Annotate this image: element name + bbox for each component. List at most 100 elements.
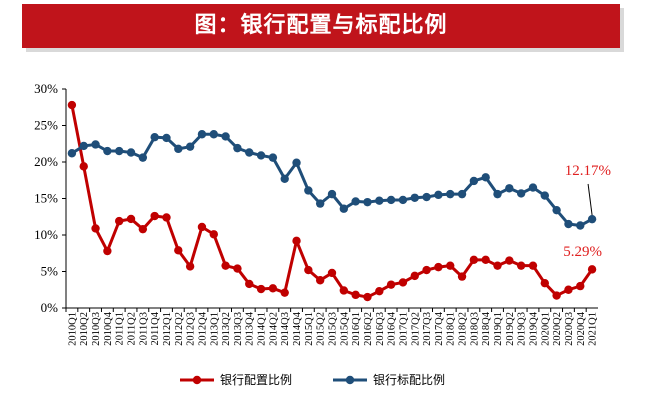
data-point-standard [422,192,431,202]
data-point-alloc [516,261,526,270]
data-point-standard [587,214,597,224]
data-point-alloc [386,280,396,289]
x-tick-label: 2020Q4 [576,311,587,346]
title-banner: 图：银行配置与标配比例 [22,4,620,48]
x-tick-label: 2017Q2 [410,312,421,346]
data-point-standard [162,133,171,143]
x-tick-label: 2010Q3 [91,312,102,346]
x-tick-label: 2013Q2 [221,312,232,346]
data-point-alloc [398,278,408,287]
data-point-standard [434,190,443,200]
x-tick-label: 2012Q1 [162,312,173,346]
data-point-standard [174,144,183,154]
series-line-standard [71,132,593,228]
legend-marker-standard [345,375,355,385]
data-point-standard [103,146,112,156]
data-point-standard [138,153,148,162]
data-point-alloc [434,262,443,272]
x-tick-label: 2014Q2 [268,312,279,346]
x-tick-label: 2013Q4 [245,311,256,346]
x-tick-label: 2017Q3 [422,312,433,346]
x-tick-label: 2018Q1 [446,312,457,346]
data-point-standard [339,204,349,213]
y-tick-label: 20% [34,154,58,169]
x-tick-label: 2014Q4 [292,311,303,346]
data-point-alloc [280,288,289,297]
data-point-alloc [552,291,561,300]
data-point-alloc [457,272,467,281]
data-point-alloc [150,211,159,221]
data-point-standard [540,191,549,200]
x-tick-label: 2014Q1 [257,312,268,346]
data-point-standard [375,196,384,205]
data-point-alloc [91,224,100,233]
data-point-alloc [351,290,360,300]
y-tick-label: 30% [34,81,58,96]
data-point-alloc [197,222,207,232]
data-point-standard [150,132,159,142]
data-point-standard [79,141,88,151]
series-line-alloc [70,104,594,299]
y-tick-label: 5% [41,264,59,279]
x-tick-label: 2020Q3 [564,312,575,346]
legend-marker-alloc [192,375,202,385]
annotation-alloc-value: 5.29% [563,244,602,260]
data-point-alloc [304,265,313,275]
data-point-alloc [126,214,136,224]
data-point-alloc [339,286,349,295]
data-point-standard [233,143,242,153]
data-point-standard [446,189,455,199]
data-point-alloc [410,271,419,281]
data-point-standard [197,130,207,139]
x-tick-label: 2017Q4 [434,311,445,346]
x-tick-label: 2015Q3 [328,312,339,346]
data-point-alloc [505,256,514,265]
data-point-alloc [469,255,479,265]
data-point-standard [457,189,467,199]
data-point-standard [351,197,360,206]
data-point-standard [91,140,100,149]
data-point-standard [280,174,289,183]
data-point-alloc [209,230,218,239]
data-point-alloc [103,246,112,256]
x-tick-label: 2013Q3 [233,312,244,346]
x-tick-label: 2016Q3 [375,312,386,346]
x-tick-label: 2020Q1 [540,312,551,346]
data-point-standard [516,189,526,198]
y-tick-label: 25% [34,118,58,133]
x-tick-label: 2010Q4 [103,311,114,346]
data-point-standard [363,197,372,207]
data-point-alloc [115,216,124,226]
x-tick-label: 2012Q4 [197,311,208,346]
data-point-alloc [233,264,242,273]
x-tick-label: 2012Q3 [186,312,197,346]
data-point-alloc [481,255,490,265]
data-point-alloc [375,287,384,296]
data-point-standard [115,146,124,156]
data-point-standard [386,195,396,205]
x-tick-label: 2011Q2 [127,312,138,345]
data-point-standard [576,221,585,230]
annotation-leader-line [587,183,593,216]
x-tick-label: 2016Q1 [351,312,362,346]
data-point-alloc [446,261,455,270]
x-tick-label: 2018Q2 [458,312,469,346]
x-tick-label: 2016Q4 [387,311,398,346]
data-point-standard [256,151,266,160]
x-tick-label: 2019Q4 [528,311,539,346]
data-point-standard [209,130,218,139]
data-point-standard [528,183,538,192]
x-tick-label: 2018Q3 [469,312,480,346]
y-tick-label: 0% [41,300,59,315]
data-point-alloc [327,268,337,278]
data-point-standard [245,148,254,157]
data-point-standard [292,158,301,167]
legend-label-standard: 银行标配比例 [373,373,445,387]
data-point-alloc [185,262,195,271]
data-point-standard [304,186,313,195]
data-point-alloc [540,278,549,288]
x-tick-label: 2021Q1 [588,312,599,346]
x-tick-label: 2017Q1 [398,312,409,346]
data-point-standard [185,142,195,151]
